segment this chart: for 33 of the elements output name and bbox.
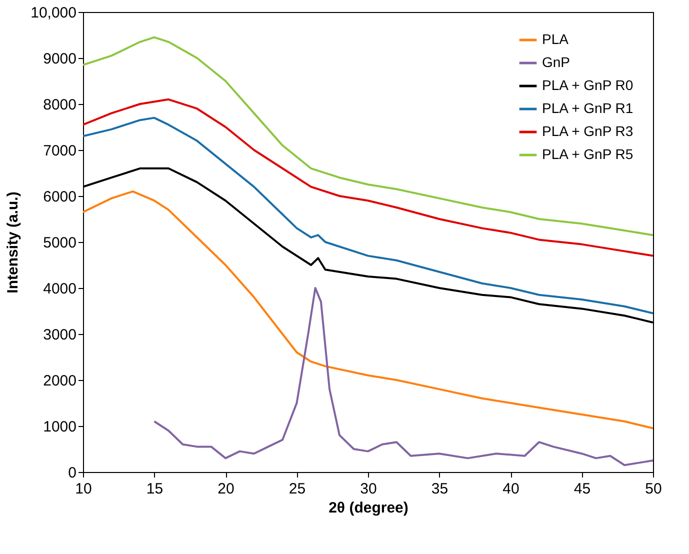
line-series — [153, 287, 653, 466]
x-tick-label: 30 — [360, 480, 377, 498]
legend-label: PLA + GnP R1 — [542, 100, 634, 116]
legend-label: PLA — [542, 31, 570, 47]
y-tick-label: 7000 — [43, 142, 76, 160]
x-tick-label: 15 — [146, 480, 164, 498]
x-tick-label: 25 — [288, 480, 306, 498]
x-tick-label: 45 — [574, 480, 591, 498]
x-tick-label: 10 — [75, 480, 92, 498]
y-tick-label: 4000 — [43, 280, 76, 298]
legend-label: GnP — [542, 54, 570, 70]
legend-label: PLA + GnP R0 — [542, 77, 634, 93]
x-tick-label: 50 — [645, 480, 662, 498]
y-tick-label: 5000 — [43, 234, 76, 252]
y-tick-label: 0 — [68, 464, 76, 482]
legend-label: PLA + GnP R3 — [542, 123, 634, 139]
y-tick-label: 10,000 — [30, 4, 76, 22]
line-series — [83, 116, 653, 314]
x-axis-title: 2θ (degree) — [328, 500, 408, 516]
x-tick-label: 40 — [502, 480, 520, 498]
line-series — [83, 98, 653, 257]
y-axis-title: Intensity (a.u.) — [4, 192, 22, 294]
y-tick-label: 3000 — [43, 326, 76, 344]
legend-label: PLA + GnP R5 — [542, 146, 634, 162]
y-tick-label: 1000 — [43, 418, 76, 436]
line-series — [83, 190, 653, 430]
y-tick-label: 2000 — [43, 372, 76, 390]
y-tick-label: 6000 — [43, 188, 76, 206]
line-series — [83, 36, 653, 236]
x-tick-label: 35 — [431, 480, 448, 498]
y-tick-label: 9000 — [43, 50, 76, 68]
x-tick-label: 20 — [218, 480, 234, 498]
y-tick-label: 8000 — [43, 96, 76, 114]
